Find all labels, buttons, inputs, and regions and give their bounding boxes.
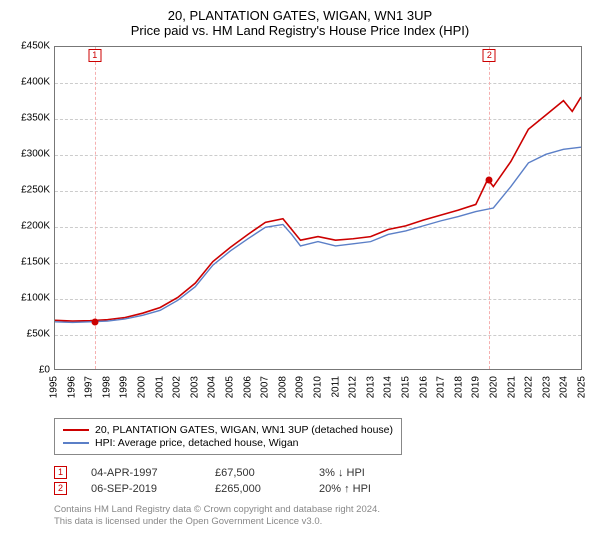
x-tick-label: 1996 [66, 376, 77, 398]
chart-lines [55, 47, 581, 369]
x-tick-label: 2019 [471, 376, 482, 398]
y-tick-label: £450K [10, 41, 50, 52]
plot-area: 12 [54, 46, 582, 370]
chart-title-sub: Price paid vs. HM Land Registry's House … [10, 23, 590, 38]
x-tick-label: 2014 [383, 376, 394, 398]
legend-item: 20, PLANTATION GATES, WIGAN, WN1 3UP (de… [63, 424, 393, 436]
y-tick-label: £300K [10, 149, 50, 160]
sale-point [91, 319, 98, 326]
x-tick-label: 2018 [453, 376, 464, 398]
x-tick-label: 1999 [119, 376, 130, 398]
y-tick-label: £50K [10, 329, 50, 340]
y-tick-label: £200K [10, 221, 50, 232]
x-tick-label: 2017 [436, 376, 447, 398]
event-delta: 20% ↑ HPI [319, 483, 429, 495]
legend-item: HPI: Average price, detached house, Wiga… [63, 437, 393, 449]
legend-swatch [63, 429, 89, 431]
x-tick-label: 2015 [401, 376, 412, 398]
x-tick-label: 2004 [207, 376, 218, 398]
x-tick-label: 2001 [154, 376, 165, 398]
y-tick-label: £400K [10, 77, 50, 88]
x-tick-label: 2010 [313, 376, 324, 398]
x-tick-label: 1998 [101, 376, 112, 398]
event-row: 1 04-APR-1997 £67,500 3% ↓ HPI [54, 466, 590, 479]
x-tick-label: 2011 [330, 376, 341, 398]
x-tick-label: 2005 [225, 376, 236, 398]
legend-label: 20, PLANTATION GATES, WIGAN, WN1 3UP (de… [95, 424, 393, 436]
event-index-box: 2 [54, 482, 67, 495]
x-tick-label: 2021 [506, 376, 517, 398]
x-tick-label: 2000 [137, 376, 148, 398]
x-tick-label: 2013 [365, 376, 376, 398]
x-tick-label: 2007 [260, 376, 271, 398]
series-price_paid [55, 97, 581, 321]
legend-label: HPI: Average price, detached house, Wiga… [95, 437, 299, 449]
event-date: 06-SEP-2019 [91, 483, 191, 495]
x-tick-label: 2016 [418, 376, 429, 398]
legend: 20, PLANTATION GATES, WIGAN, WN1 3UP (de… [54, 418, 402, 455]
x-tick-label: 2020 [489, 376, 500, 398]
y-tick-label: £100K [10, 293, 50, 304]
x-tick-label: 2012 [348, 376, 359, 398]
footer-line2: This data is licensed under the Open Gov… [54, 516, 590, 528]
event-price: £67,500 [215, 467, 295, 479]
legend-swatch [63, 442, 89, 444]
chart: 12 £0 £50K £100K £150K £200K £250K £300K £350K £… [10, 42, 590, 412]
x-tick-label: 2025 [577, 376, 588, 398]
y-tick-label: £0 [10, 365, 50, 376]
sale-point [486, 177, 493, 184]
footer-attribution: Contains HM Land Registry data © Crown c… [54, 504, 590, 528]
event-date: 04-APR-1997 [91, 467, 191, 479]
y-tick-label: £150K [10, 257, 50, 268]
event-row: 2 06-SEP-2019 £265,000 20% ↑ HPI [54, 482, 590, 495]
chart-title-address: 20, PLANTATION GATES, WIGAN, WN1 3UP [10, 8, 590, 23]
x-tick-label: 1995 [49, 376, 60, 398]
x-tick-label: 2022 [524, 376, 535, 398]
footer-line1: Contains HM Land Registry data © Crown c… [54, 504, 590, 516]
x-tick-label: 2008 [277, 376, 288, 398]
event-delta: 3% ↓ HPI [319, 467, 429, 479]
x-tick-label: 2009 [295, 376, 306, 398]
x-tick-label: 2003 [189, 376, 200, 398]
events-table: 1 04-APR-1997 £67,500 3% ↓ HPI 2 06-SEP-2019 £… [54, 463, 590, 498]
x-tick-label: 2023 [541, 376, 552, 398]
y-tick-label: £250K [10, 185, 50, 196]
x-tick-label: 2002 [172, 376, 183, 398]
x-tick-label: 1997 [84, 376, 95, 398]
x-tick-label: 2024 [559, 376, 570, 398]
event-index-box: 1 [54, 466, 67, 479]
x-tick-label: 2006 [242, 376, 253, 398]
event-price: £265,000 [215, 483, 295, 495]
y-tick-label: £350K [10, 113, 50, 124]
